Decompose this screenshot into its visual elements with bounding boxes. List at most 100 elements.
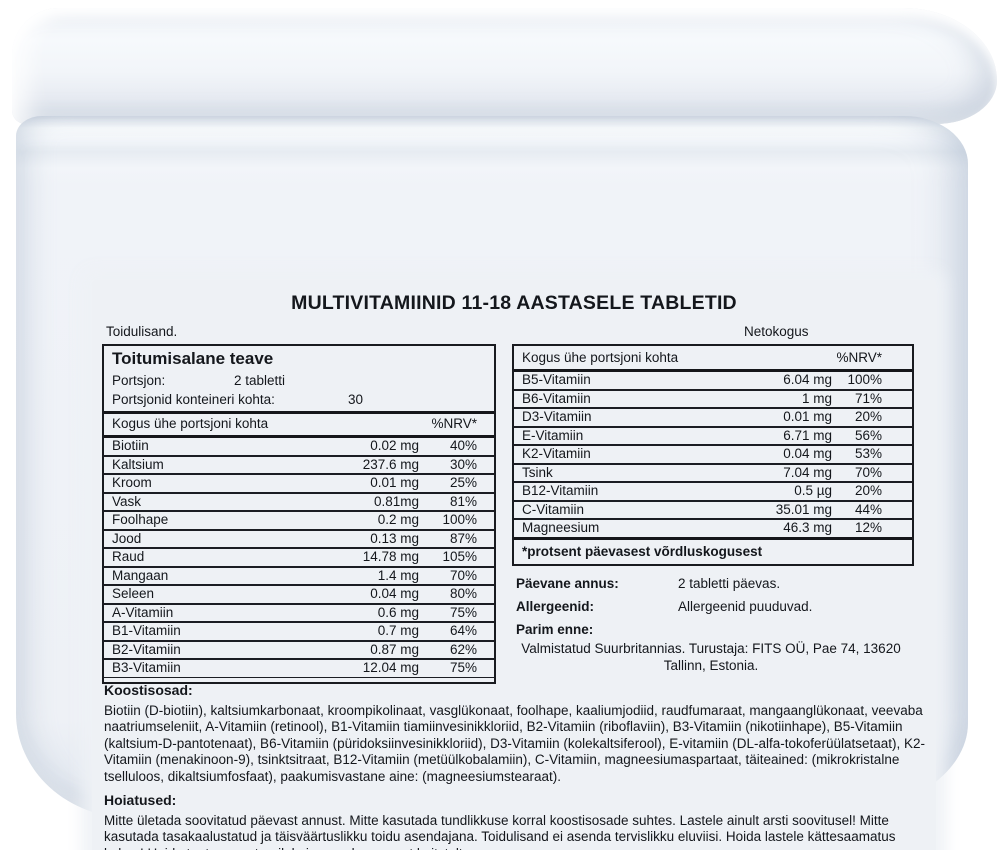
warnings-text: Mitte ületada soovitatud päevast annust.… [104, 812, 896, 850]
nrv-header: %NRV* [836, 350, 882, 365]
nutrient-nrv: 100% [847, 372, 882, 387]
usage-block: Päevane annus: 2 tabletti päevas. Allerg… [516, 572, 916, 641]
column-header-row: Kogus ühe portsjoni kohta %NRV* [514, 348, 912, 367]
net-quantity-label: Netokogus [744, 324, 809, 339]
supplement-type-text: Toidulisand. [106, 324, 178, 339]
nutrient-nrv: 100% [442, 512, 477, 527]
nutrient-row: Magneesium 46.3 mg 12% [514, 520, 912, 537]
nutrient-row: Kaltsium 237.6 mg 30% [104, 456, 494, 475]
amount-header: Kogus ühe portsjoni kohta [112, 416, 269, 431]
nutrient-nrv: 87% [449, 530, 477, 546]
nutrition-facts-table-right: Kogus ühe portsjoni kohta %NRV* B5-Vitam… [512, 344, 914, 566]
tub-body: MULTIVITAMIINID 11-18 AASTASELE TABLETID… [16, 116, 968, 850]
nutrient-name: Vask [112, 493, 142, 509]
nutrient-rows: B5-Vitamiin 6.04 mg 100% B6-Vitamiin 1 m… [514, 372, 912, 540]
nutrient-name: Foolhape [112, 512, 169, 527]
nutrient-nrv: 25% [449, 475, 477, 490]
servings-per-container-row: Portsjonid konteineri kohta: 30 [104, 390, 494, 409]
nutrient-name: Biotiin [112, 438, 149, 453]
nutrient-name: Mangaan [112, 567, 169, 583]
nutrient-name: B1-Vitamiin [112, 623, 181, 638]
nutrient-amount: 0.2 mg [377, 512, 419, 527]
product-title: MULTIVITAMIINID 11-18 AASTASELE TABLETID [291, 292, 737, 314]
daily-dose-row: Päevane annus: 2 tabletti päevas. [516, 572, 916, 595]
nutrient-row: Tsink 7.04 mg 70% [514, 464, 912, 483]
nutrient-amount: 0.81mg [373, 493, 419, 509]
nutrient-name: Raud [112, 549, 145, 564]
ingredients-text: Biotiin (D-biotiin), kaltsiumkarbonaat, … [104, 702, 926, 784]
serving-size-label: Portsjon: [112, 373, 166, 388]
nrv-header: %NRV* [431, 416, 477, 431]
nutrient-nrv: 70% [449, 567, 477, 583]
nutrient-name: B2-Vitamiin [112, 641, 181, 657]
nutrient-name: E-Vitamiin [522, 427, 584, 443]
nutrient-nrv: 56% [854, 427, 882, 443]
daily-dose-value: 2 tabletti päevas. [678, 576, 781, 591]
daily-dose-label: Päevane annus: [516, 576, 619, 591]
nutrient-amount: 237.6 mg [362, 456, 419, 472]
serving-size-value: 2 tabletti [234, 373, 286, 388]
nutrient-nrv: 62% [449, 641, 477, 657]
nutrient-nrv: 44% [854, 501, 882, 517]
nutrient-amount: 0.04 mg [370, 586, 419, 601]
serving-size-row: Portsjon: 2 tabletti [104, 371, 494, 390]
nutrient-nrv: 81% [449, 493, 477, 509]
nutrient-row: B2-Vitamiin 0.87 mg 62% [104, 641, 494, 660]
nutrient-name: A-Vitamiin [112, 604, 174, 620]
nutrient-amount: 35.01 mg [775, 501, 832, 517]
nutrient-row: C-Vitamiin 35.01 mg 44% [514, 501, 912, 520]
nutrient-row: E-Vitamiin 6.71 mg 56% [514, 427, 912, 446]
nutrient-name: Seleen [112, 586, 155, 601]
nutrient-row: Vask 0.81mg 81% [104, 493, 494, 512]
nutrient-name: Jood [112, 530, 142, 546]
product-label: MULTIVITAMIINID 11-18 AASTASELE TABLETID… [92, 280, 936, 850]
nutrient-nrv: 53% [854, 446, 882, 461]
nutrient-nrv: 30% [449, 456, 477, 472]
divider [104, 411, 494, 414]
nutrient-nrv: 80% [449, 586, 477, 601]
nutrient-amount: 6.71 mg [783, 427, 832, 443]
allergens-label: Allergeenid: [516, 599, 595, 614]
nutrient-amount: 0.04 mg [783, 446, 832, 461]
nutrient-row: A-Vitamiin 0.6 mg 75% [104, 604, 494, 623]
nutrient-amount: 1.4 mg [377, 567, 419, 583]
nutrient-amount: 0.01 mg [783, 409, 832, 424]
nutrient-amount: 46.3 mg [783, 520, 832, 535]
nutrient-row: Foolhape 0.2 mg 100% [104, 512, 494, 531]
nutrient-nrv: 20% [854, 483, 882, 498]
nutrient-amount: 0.13 mg [370, 530, 419, 546]
nutrient-amount: 12.04 mg [362, 660, 419, 675]
nutrient-nrv: 70% [854, 464, 882, 480]
nutrient-amount: 0.02 mg [370, 438, 419, 453]
nutrient-name: B6-Vitamiin [522, 390, 591, 406]
nutrient-amount: 14.78 mg [362, 549, 419, 564]
nutrient-nrv: 64% [449, 623, 477, 638]
nutrient-amount: 0.6 mg [377, 604, 419, 620]
nutrient-amount: 0.01 mg [370, 475, 419, 490]
column-header-row: Kogus ühe portsjoni kohta %NRV* [104, 414, 494, 433]
nutrient-nrv: 75% [449, 660, 477, 675]
nrv-footnote: *protsent päevasest võrdluskogusest [522, 543, 763, 559]
nutrient-row: Biotiin 0.02 mg 40% [104, 438, 494, 457]
nutrient-nrv: 71% [854, 390, 882, 406]
nutrient-amount: 6.04 mg [783, 372, 832, 387]
ingredients-section: Koostisosad: Biotiin (D-biotiin), kaltsi… [104, 682, 928, 785]
manufacturer-info: Valmistatud Suurbritannias. Turustaja: F… [521, 641, 901, 673]
nutrient-row: Jood 0.13 mg 87% [104, 530, 494, 549]
nutrient-nrv: 75% [449, 604, 477, 620]
nutrient-row: B6-Vitamiin 1 mg 71% [514, 390, 912, 409]
servings-per-container-label: Portsjonid konteineri kohta: [112, 392, 275, 407]
nutrient-name: B12-Vitamiin [522, 483, 599, 498]
nutrient-row: B5-Vitamiin 6.04 mg 100% [514, 372, 912, 391]
nutrition-facts-title: Toitumisalane teave [112, 349, 274, 368]
best-before-row: Parim enne: [516, 618, 916, 641]
nutrient-amount: 0.87 mg [370, 641, 419, 657]
nutrient-name: K2-Vitamiin [522, 446, 591, 461]
ingredients-heading: Koostisosad: [104, 682, 193, 698]
warnings-section: Hoiatused: Mitte ületada soovitatud päev… [104, 792, 928, 850]
nutrient-row: K2-Vitamiin 0.04 mg 53% [514, 446, 912, 465]
allergens-value: Allergeenid puuduvad. [678, 599, 813, 614]
nutrient-name: D3-Vitamiin [522, 409, 592, 424]
nutrient-name: C-Vitamiin [522, 501, 585, 517]
